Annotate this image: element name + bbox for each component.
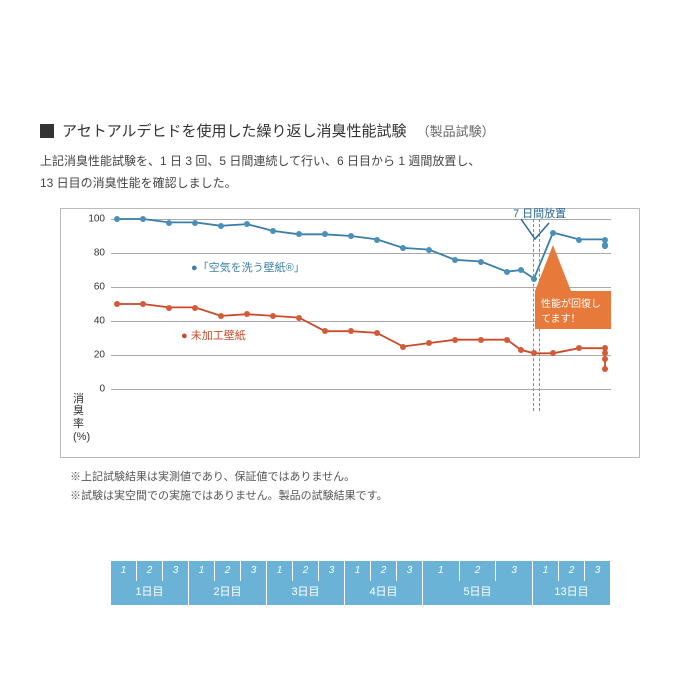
marker-red <box>296 315 302 321</box>
yaxis-label: 消 臭 率 (%) <box>73 393 90 444</box>
ytick-label: 40 <box>77 316 105 327</box>
legend-red: ● 未加工壁紙 <box>181 327 246 343</box>
marker-red <box>166 305 172 311</box>
day-group: 1235日目 <box>423 561 533 605</box>
legend-blue: ●「空気を洗う壁紙®」 <box>191 259 305 275</box>
day-label: 3日目 <box>267 581 344 603</box>
footnotes: ※上記試験結果は実測値であり、保証値ではありません。 ※試験は実空間での実施では… <box>40 468 660 505</box>
marker-red <box>270 313 276 319</box>
marker-red <box>192 305 198 311</box>
subtick: 1 <box>189 561 215 581</box>
subtick: 3 <box>397 561 422 581</box>
marker-red <box>602 356 608 362</box>
subtick: 1 <box>423 561 460 581</box>
day-label: 13日目 <box>533 581 610 603</box>
marker-blue <box>348 233 354 239</box>
chart-plot: 020406080100●「空気を洗う壁紙®」● 未加工壁紙7 日間放置性能が回… <box>111 219 611 389</box>
callout-7day-pointer <box>521 219 551 243</box>
marker-blue <box>218 223 224 229</box>
gridline <box>111 389 611 390</box>
marker-blue <box>192 220 198 226</box>
marker-red <box>478 337 484 343</box>
callout-orange-pointer <box>533 245 593 305</box>
subtick: 2 <box>371 561 397 581</box>
subtick: 3 <box>241 561 266 581</box>
marker-red <box>426 340 432 346</box>
marker-red <box>504 337 510 343</box>
marker-blue <box>518 267 524 273</box>
marker-red <box>531 350 537 356</box>
ytick-label: 20 <box>77 350 105 361</box>
marker-blue <box>114 216 120 222</box>
subtick: 3 <box>585 561 610 581</box>
ytick-label: 80 <box>77 248 105 259</box>
title-row: アセトアルデヒドを使用した繰り返し消臭性能試験 （製品試験） <box>40 120 660 141</box>
marker-red <box>348 328 354 334</box>
subtick: 2 <box>215 561 241 581</box>
marker-blue <box>296 231 302 237</box>
marker-blue <box>478 259 484 265</box>
day-group: 12313日目 <box>533 561 611 605</box>
marker-red <box>452 337 458 343</box>
footnote-1: ※上記試験結果は実測値であり、保証値ではありません。 <box>70 468 660 487</box>
marker-red <box>576 345 582 351</box>
day-group: 1234日目 <box>345 561 423 605</box>
footnote-2: ※試験は実空間での実施ではありません。製品の試験結果です。 <box>70 487 660 506</box>
subtick: 2 <box>559 561 585 581</box>
day-group: 1233日目 <box>267 561 345 605</box>
chart-container: 020406080100●「空気を洗う壁紙®」● 未加工壁紙7 日間放置性能が回… <box>60 208 640 458</box>
marker-red <box>140 301 146 307</box>
xaxis-band: 1231日目1232日目1233日目1234日目1235日目12313日目 <box>111 561 611 605</box>
subtick: 1 <box>533 561 559 581</box>
title-bullet <box>40 124 54 138</box>
marker-red <box>114 301 120 307</box>
marker-red <box>550 350 556 356</box>
marker-blue <box>400 245 406 251</box>
title-main: アセトアルデヒドを使用した繰り返し消臭性能試験 <box>62 120 407 141</box>
day-group: 1232日目 <box>189 561 267 605</box>
day-label: 5日目 <box>423 581 532 603</box>
marker-blue <box>504 269 510 275</box>
marker-red <box>400 344 406 350</box>
subtick: 2 <box>137 561 163 581</box>
day-label: 2日目 <box>189 581 266 603</box>
marker-blue <box>166 220 172 226</box>
day-group: 1231日目 <box>111 561 189 605</box>
subtick: 1 <box>345 561 371 581</box>
marker-red <box>322 328 328 334</box>
marker-red <box>244 311 250 317</box>
ytick-label: 60 <box>77 282 105 293</box>
desc-line-1: 上記消臭性能試験を、1 日 3 回、5 日間連続して行い、6 日目から 1 週間… <box>40 154 480 168</box>
marker-blue <box>374 237 380 243</box>
marker-red <box>602 366 608 372</box>
marker-blue <box>602 243 608 249</box>
subtick: 2 <box>460 561 497 581</box>
subtick: 3 <box>496 561 532 581</box>
desc-line-2: 13 日目の消臭性能を確認しました。 <box>40 176 237 190</box>
marker-blue <box>244 221 250 227</box>
day-label: 4日目 <box>345 581 422 603</box>
description: 上記消臭性能試験を、1 日 3 回、5 日間連続して行い、6 日目から 1 週間… <box>40 151 660 194</box>
day-label: 1日目 <box>111 581 188 603</box>
title-sub: （製品試験） <box>417 121 495 140</box>
marker-blue <box>140 216 146 222</box>
subtick: 2 <box>293 561 319 581</box>
marker-red <box>218 313 224 319</box>
marker-red <box>374 330 380 336</box>
marker-blue <box>576 237 582 243</box>
ytick-label: 100 <box>77 214 105 225</box>
subtick: 3 <box>163 561 188 581</box>
subtick: 1 <box>111 561 137 581</box>
marker-blue <box>426 247 432 253</box>
marker-blue <box>270 228 276 234</box>
marker-blue <box>322 231 328 237</box>
marker-red <box>518 347 524 353</box>
subtick: 3 <box>319 561 344 581</box>
marker-blue <box>452 257 458 263</box>
subtick: 1 <box>267 561 293 581</box>
